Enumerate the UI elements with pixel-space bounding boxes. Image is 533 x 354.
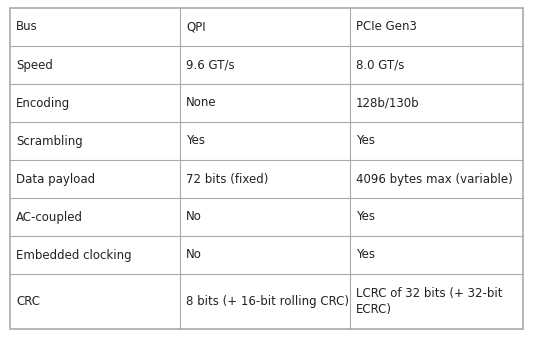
Text: LCRC of 32 bits (+ 32-bit
ECRC): LCRC of 32 bits (+ 32-bit ECRC) xyxy=(356,286,503,316)
Text: Yes: Yes xyxy=(186,135,205,148)
Text: No: No xyxy=(186,249,202,262)
Text: No: No xyxy=(186,211,202,223)
Text: QPI: QPI xyxy=(186,21,206,34)
Text: 8.0 GT/s: 8.0 GT/s xyxy=(356,58,405,72)
Text: AC-coupled: AC-coupled xyxy=(16,211,83,223)
Text: Bus: Bus xyxy=(16,21,38,34)
Text: Embedded clocking: Embedded clocking xyxy=(16,249,132,262)
Text: None: None xyxy=(186,97,216,109)
Text: Yes: Yes xyxy=(356,211,375,223)
Text: CRC: CRC xyxy=(16,295,40,308)
Text: PCIe Gen3: PCIe Gen3 xyxy=(356,21,417,34)
Text: 9.6 GT/s: 9.6 GT/s xyxy=(186,58,235,72)
Text: Scrambling: Scrambling xyxy=(16,135,83,148)
Text: Yes: Yes xyxy=(356,249,375,262)
Text: Data payload: Data payload xyxy=(16,172,95,185)
Text: Encoding: Encoding xyxy=(16,97,70,109)
Text: Speed: Speed xyxy=(16,58,53,72)
Text: 72 bits (fixed): 72 bits (fixed) xyxy=(186,172,269,185)
Text: 8 bits (+ 16-bit rolling CRC): 8 bits (+ 16-bit rolling CRC) xyxy=(186,295,349,308)
Text: Yes: Yes xyxy=(356,135,375,148)
Text: 128b/130b: 128b/130b xyxy=(356,97,419,109)
Text: 4096 bytes max (variable): 4096 bytes max (variable) xyxy=(356,172,513,185)
